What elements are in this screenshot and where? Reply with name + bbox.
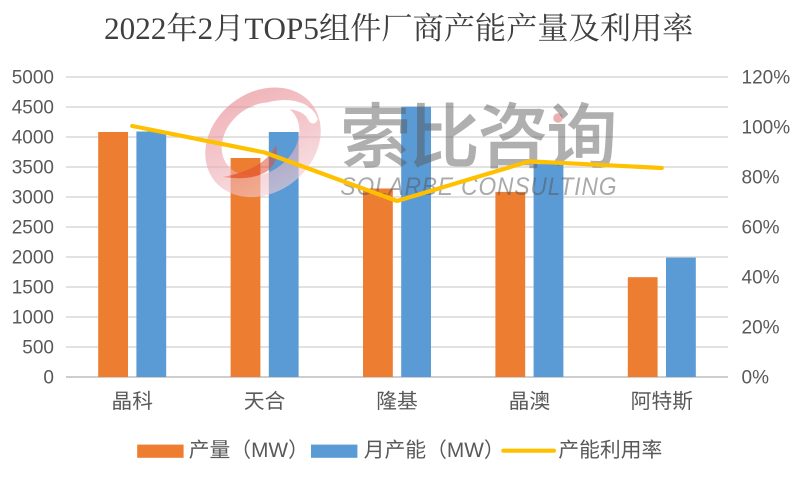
svg-text:500: 500 [22,338,54,359]
svg-text:5000: 5000 [12,68,54,89]
svg-text:3500: 3500 [12,158,54,179]
svg-text:0: 0 [43,368,54,389]
svg-text:120%: 120% [742,68,791,89]
svg-text:2000: 2000 [12,248,54,269]
svg-text:3000: 3000 [12,188,54,209]
svg-text:20%: 20% [742,318,780,339]
svg-text:40%: 40% [742,268,780,289]
svg-text:100%: 100% [742,118,791,139]
svg-text:4000: 4000 [12,128,54,149]
svg-text:80%: 80% [742,168,780,189]
svg-text:4500: 4500 [12,98,54,119]
svg-text:1500: 1500 [12,278,54,299]
svg-text:2500: 2500 [12,218,54,239]
svg-text:60%: 60% [742,218,780,239]
svg-text:1000: 1000 [12,308,54,329]
svg-text:0%: 0% [742,368,770,389]
